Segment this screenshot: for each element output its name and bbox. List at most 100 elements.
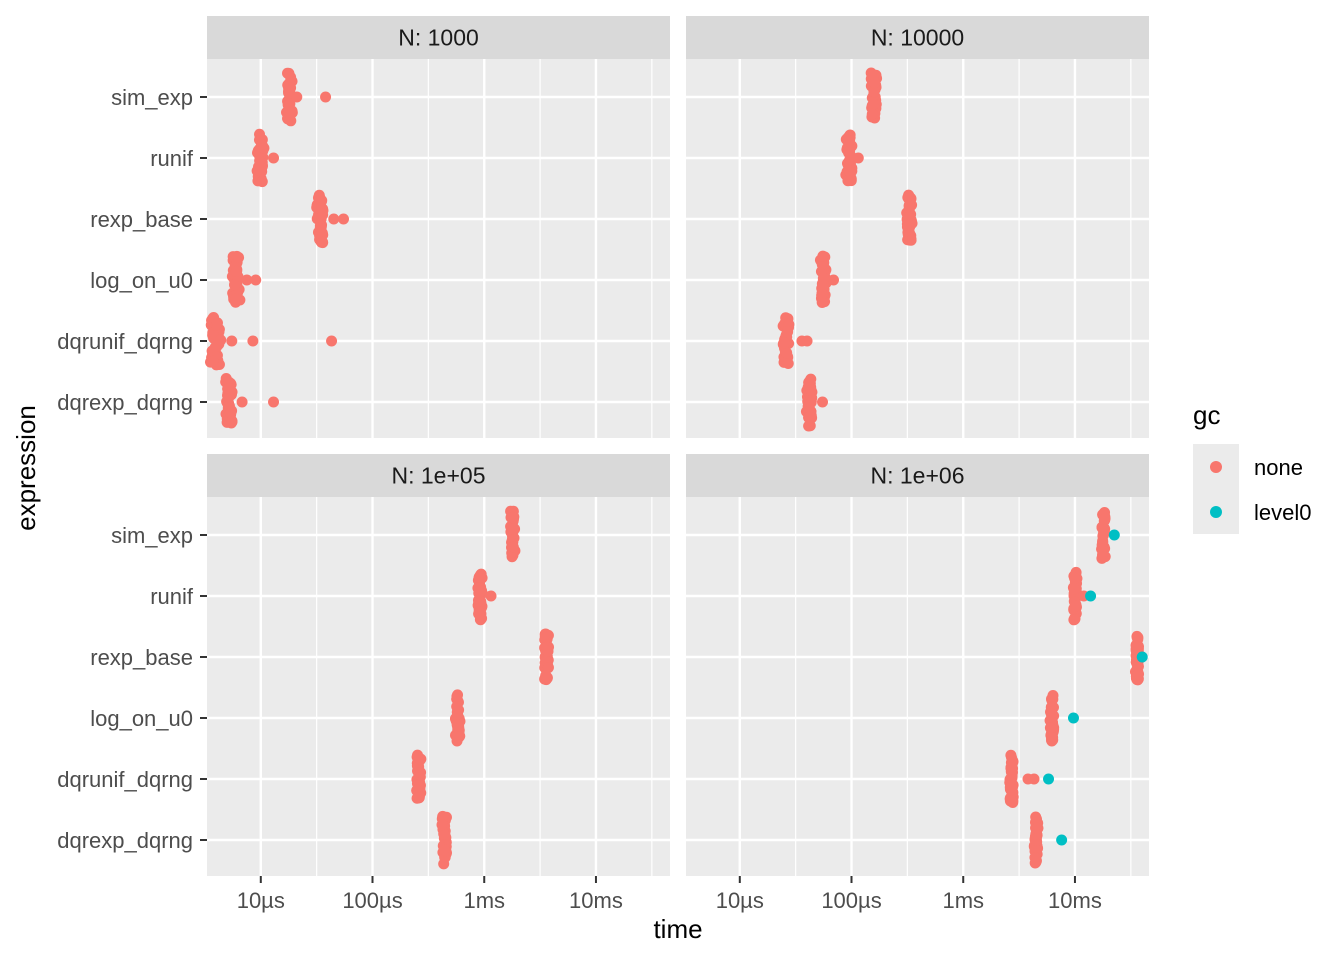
data-point bbox=[1031, 822, 1043, 834]
data-point bbox=[541, 672, 553, 684]
outlier-point bbox=[326, 335, 338, 347]
y-axis-title: expression bbox=[11, 405, 41, 531]
series-rexp_base bbox=[539, 628, 555, 686]
outlier-point bbox=[338, 213, 350, 225]
data-point bbox=[415, 767, 427, 779]
facet-panels: N: 1000 N: 10000 N: 1e+05 N: 1e+06 bbox=[204, 16, 1149, 876]
y-axis: sim_exprunifrexp_baselog_on_u0dqrunif_dq… bbox=[57, 85, 207, 853]
series-sim_exp bbox=[1096, 507, 1120, 564]
series-rexp_base bbox=[1129, 630, 1148, 686]
data-point bbox=[317, 236, 329, 248]
outlier-point bbox=[328, 213, 340, 225]
data-point bbox=[903, 200, 915, 212]
data-point bbox=[1070, 600, 1082, 612]
series-runif bbox=[251, 128, 280, 188]
outlier-point bbox=[801, 335, 813, 347]
data-point bbox=[438, 828, 450, 840]
y-tick-label: runif bbox=[150, 584, 194, 609]
data-point bbox=[781, 326, 793, 338]
outlier-point bbox=[1056, 834, 1068, 846]
outlier-point bbox=[1028, 773, 1040, 785]
data-point bbox=[1098, 551, 1110, 563]
data-point bbox=[782, 357, 794, 369]
series-log_on_u0 bbox=[226, 250, 262, 308]
x-tick-label: 10µs bbox=[716, 888, 764, 913]
facet-strip-title: N: 1000 bbox=[398, 25, 479, 51]
data-point bbox=[215, 334, 227, 346]
data-point bbox=[1045, 708, 1057, 720]
x-tick-label: 100µs bbox=[821, 888, 881, 913]
legend-key-level0 bbox=[1210, 506, 1222, 518]
x-tick-label: 100µs bbox=[342, 888, 402, 913]
data-point bbox=[1031, 813, 1043, 825]
facet-strip bbox=[207, 16, 670, 59]
data-point bbox=[315, 221, 327, 233]
outlier-point bbox=[320, 91, 332, 103]
facet-strip bbox=[207, 454, 670, 497]
data-point bbox=[312, 192, 324, 204]
data-point bbox=[507, 512, 519, 524]
data-point bbox=[452, 731, 464, 743]
series-dqrexp_dqrng bbox=[220, 373, 280, 429]
outlier-point bbox=[250, 274, 262, 286]
data-point bbox=[868, 69, 880, 81]
series-runif bbox=[1067, 566, 1097, 626]
series-log_on_u0 bbox=[449, 689, 466, 747]
data-point bbox=[211, 317, 223, 329]
series-dqrexp_dqrng bbox=[1028, 811, 1068, 869]
legend-key-background bbox=[1193, 444, 1239, 534]
data-point bbox=[1133, 668, 1145, 680]
data-point bbox=[1069, 572, 1081, 584]
panel-background bbox=[207, 497, 670, 876]
outlier-point bbox=[268, 396, 280, 408]
y-tick-label: dqrexp_dqrng bbox=[57, 828, 193, 853]
x-axis-title: time bbox=[653, 914, 702, 944]
facet-strip-title: N: 10000 bbox=[871, 25, 964, 51]
legend-items: none level0 bbox=[1210, 455, 1311, 525]
facet-strip-title: N: 1e+05 bbox=[392, 463, 486, 489]
x-tick-label: 10ms bbox=[569, 888, 623, 913]
facet-panel: N: 10000 bbox=[686, 16, 1149, 438]
outlier-point bbox=[247, 335, 259, 347]
data-point bbox=[475, 595, 487, 607]
data-point bbox=[437, 810, 449, 822]
y-tick-label: sim_exp bbox=[111, 523, 193, 548]
data-point bbox=[311, 202, 323, 214]
series-dqrunif_dqrng bbox=[1004, 749, 1055, 809]
data-point bbox=[805, 396, 817, 408]
outlier-point bbox=[828, 274, 840, 286]
data-point bbox=[804, 411, 816, 423]
data-point bbox=[507, 523, 519, 535]
outlier-point bbox=[485, 590, 497, 602]
data-point bbox=[817, 250, 829, 262]
data-point bbox=[256, 176, 268, 188]
series-dqrunif_dqrng bbox=[777, 312, 813, 369]
outlier-point bbox=[817, 396, 829, 408]
legend-label-none: none bbox=[1254, 455, 1303, 480]
data-point bbox=[233, 252, 245, 264]
outlier-point bbox=[852, 152, 864, 164]
data-point bbox=[286, 107, 298, 119]
series-log_on_u0 bbox=[814, 250, 840, 309]
data-point bbox=[1047, 690, 1059, 702]
data-point bbox=[542, 645, 554, 657]
series-runif bbox=[840, 129, 864, 187]
data-point bbox=[868, 86, 880, 98]
outlier-point bbox=[236, 396, 248, 408]
outlier-point bbox=[1043, 773, 1055, 785]
data-point bbox=[805, 384, 817, 396]
data-point bbox=[903, 189, 915, 201]
data-point bbox=[816, 297, 828, 309]
y-tick-label: dqrunif_dqrng bbox=[57, 767, 193, 792]
outlier-point bbox=[241, 274, 253, 286]
data-point bbox=[1044, 722, 1056, 734]
outlier-point bbox=[1136, 651, 1148, 663]
series-log_on_u0 bbox=[1044, 690, 1079, 747]
series-dqrunif_dqrng bbox=[204, 311, 338, 371]
legend: gc none level0 bbox=[1193, 400, 1311, 534]
data-point bbox=[1099, 513, 1111, 525]
x-tick-label: 1ms bbox=[942, 888, 984, 913]
data-point bbox=[1029, 852, 1041, 864]
data-point bbox=[476, 585, 488, 597]
